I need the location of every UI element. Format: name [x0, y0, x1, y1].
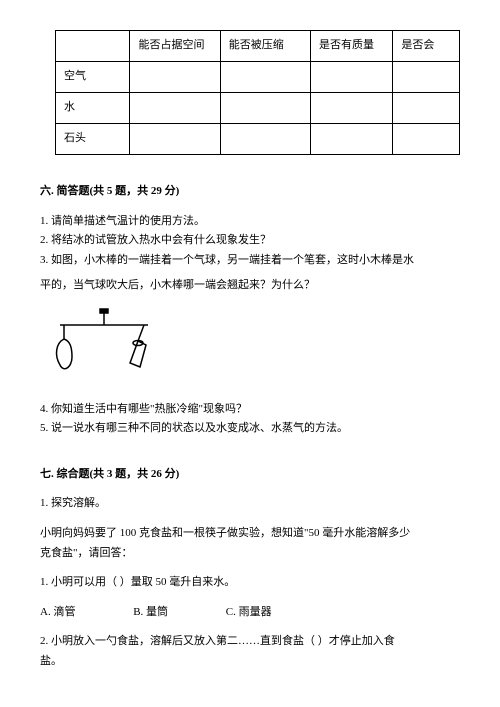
- question-6-3a: 3. 如图，小木棒的一端挂着一个气球，另一端挂着一个笔套，这时小木棒是水: [40, 252, 460, 270]
- cell: [393, 93, 460, 124]
- section-7-title: 七. 综合题(共 3 题，共 26 分): [40, 466, 460, 484]
- question-7-1-title: 1. 探究溶解。: [40, 495, 460, 513]
- header-space: 能否占据空间: [130, 31, 220, 62]
- cell: [220, 93, 310, 124]
- question-6-2: 2. 将结冰的试管放入热水中会有什么现象发生？: [40, 232, 460, 250]
- cell: [130, 124, 220, 155]
- cell: [310, 124, 392, 155]
- question-7-1-sub2a: 2. 小明放入一勺食盐，溶解后又放入第二……直到食盐（ ）才停止加入食: [40, 633, 460, 651]
- choice-a: A. 滴管: [40, 604, 75, 622]
- table-row: 空气: [56, 62, 460, 93]
- section-6-title: 六. 简答题(共 5 题，共 29 分): [40, 183, 460, 201]
- cell: [130, 62, 220, 93]
- row-stone-label: 石头: [56, 124, 130, 155]
- question-6-5: 5. 说一说水有哪三种不同的状态以及水变成冰、水蒸气的方法。: [40, 420, 460, 438]
- table-row: 石头: [56, 124, 460, 155]
- question-7-1-sub1: 1. 小明可以用（ ）量取 50 毫升自来水。: [40, 574, 460, 592]
- table-row: 水: [56, 93, 460, 124]
- cell: [220, 124, 310, 155]
- choice-c: C. 雨量器: [226, 604, 272, 622]
- question-7-1-sub2b: 盐。: [40, 653, 460, 671]
- question-6-3b: 平的，当气球吹大后，小木棒哪一端会翘起来？为什么？: [40, 277, 460, 295]
- choices-row: A. 滴管 B. 量筒 C. 雨量器: [40, 604, 460, 622]
- choice-b: B. 量筒: [133, 604, 168, 622]
- question-6-1: 1. 请简单描述气温计的使用方法。: [40, 213, 460, 231]
- question-7-1-intro-b: 克食盐"，请回答：: [40, 545, 460, 563]
- header-compress: 能否被压缩: [220, 31, 310, 62]
- cell: [220, 62, 310, 93]
- cell: [310, 93, 392, 124]
- header-mass: 是否有质量: [310, 31, 392, 62]
- table-header-row: 能否占据空间 能否被压缩 是否有质量 是否会: [56, 31, 460, 62]
- balance-diagram: [50, 307, 460, 389]
- header-flow: 是否会: [393, 31, 460, 62]
- properties-table: 能否占据空间 能否被压缩 是否有质量 是否会 空气 水 石头: [55, 30, 460, 155]
- row-air-label: 空气: [56, 62, 130, 93]
- cell: [393, 62, 460, 93]
- row-water-label: 水: [56, 93, 130, 124]
- question-7-1-intro-a: 小明向妈妈要了 100 克食盐和一根筷子做实验，想知道"50 毫升水能溶解多少: [40, 525, 460, 543]
- header-empty: [56, 31, 130, 62]
- cell: [393, 124, 460, 155]
- cell: [130, 93, 220, 124]
- question-6-4: 4. 你知道生活中有哪些"热胀冷缩"现象吗？: [40, 401, 460, 419]
- cell: [310, 62, 392, 93]
